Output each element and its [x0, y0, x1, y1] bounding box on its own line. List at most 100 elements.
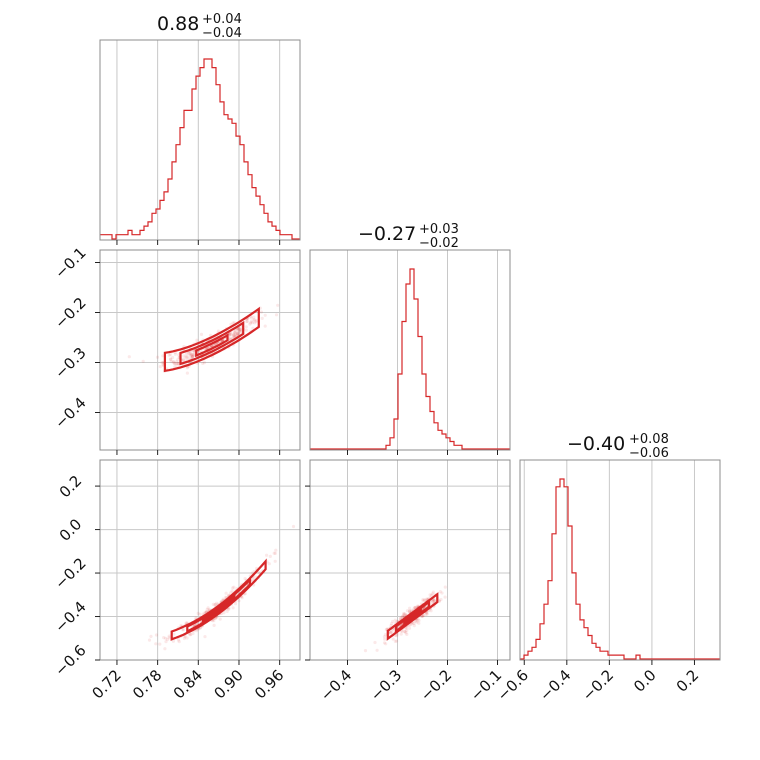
scatter-point — [154, 642, 158, 646]
scatter-point — [403, 629, 407, 634]
scatter-point — [149, 634, 153, 639]
scatter-point — [235, 333, 239, 337]
scatter-point — [252, 318, 257, 322]
scatter-point — [382, 635, 386, 639]
scatter-point — [429, 609, 433, 613]
scatter-point — [389, 623, 393, 628]
scatter-point — [412, 624, 416, 628]
scatter-point — [234, 602, 238, 606]
scatter-point — [176, 361, 180, 365]
title-plus-0: +0.04 — [202, 12, 242, 27]
title-median-1: −0.27 — [358, 223, 416, 245]
scatter-point — [273, 551, 277, 556]
y-tick-label: −0.6 — [51, 641, 89, 679]
scatter-point — [167, 353, 171, 357]
scatter-point — [154, 633, 159, 637]
contour-level-0 — [170, 558, 267, 641]
x-tick-label: −0.4 — [317, 666, 355, 704]
scatter-point — [400, 614, 404, 619]
scatter-point — [244, 325, 248, 329]
hist-panel-1 — [309, 249, 511, 451]
y-tick-label: −0.3 — [51, 344, 89, 382]
scatter-point — [229, 333, 233, 337]
scatter-point — [191, 354, 195, 358]
x-tick-label: −0.3 — [367, 666, 405, 704]
scatter-point — [207, 608, 211, 612]
scatter-point — [195, 338, 199, 342]
scatter-point — [172, 360, 176, 364]
scatter-point — [238, 329, 242, 333]
scatter-point — [430, 593, 434, 597]
scatter-point — [232, 585, 236, 589]
scatter-point — [413, 606, 417, 610]
scatter-point — [421, 597, 425, 602]
scatter-point — [244, 328, 248, 332]
scatter-point — [176, 358, 180, 362]
scatter-point — [184, 621, 188, 625]
scatter-point — [393, 639, 397, 644]
scatter-point — [198, 612, 202, 616]
scatter-point — [417, 618, 421, 623]
scatter-point — [237, 332, 241, 336]
scatter-point — [383, 637, 387, 641]
scatter-point — [229, 322, 233, 326]
scatter-point — [228, 332, 232, 336]
scatter-point — [192, 353, 196, 357]
scatter-point — [158, 642, 162, 646]
scatter-point — [413, 619, 417, 623]
scatter-point — [263, 324, 267, 328]
scatter-point — [272, 551, 276, 555]
contour-level-2 — [195, 333, 229, 358]
scatter-point — [407, 609, 412, 614]
scatter-point — [259, 310, 263, 314]
scatter-point — [265, 553, 269, 557]
scatter-point — [407, 610, 412, 614]
scatter-point — [230, 589, 234, 593]
scatter-point — [422, 613, 426, 618]
scatter-point — [203, 635, 207, 639]
scatter-point — [206, 346, 210, 350]
scatter-point — [236, 328, 240, 332]
scatter-panel-0-2 — [99, 459, 301, 661]
scatter-point — [185, 356, 189, 360]
scatter-point — [421, 614, 425, 618]
panels-layer: 0.72 0.78 0.84 0.90 0.96 −0.4 −0.3 −0.2 −0.1 −0.6… — [51, 39, 721, 705]
scatter-point — [248, 322, 252, 326]
scatter-point — [192, 353, 196, 357]
scatter-point — [395, 639, 399, 643]
scatter-point — [192, 349, 196, 353]
scatter-point — [375, 648, 379, 652]
scatter-point — [274, 548, 278, 552]
scatter-point — [206, 606, 210, 610]
scatter-point — [412, 621, 416, 626]
scatter-point — [190, 355, 194, 359]
scatter-point — [210, 344, 214, 348]
scatter-point — [384, 642, 388, 646]
scatter-point — [248, 321, 253, 325]
scatter-point — [188, 353, 192, 357]
scatter-point — [402, 612, 406, 617]
title-median-2: −0.40 — [567, 433, 625, 455]
hist-panel-0 — [99, 39, 301, 241]
scatter-point — [214, 601, 219, 605]
scatter-point — [155, 355, 160, 359]
scatter-point — [162, 636, 166, 640]
scatter-point — [235, 331, 239, 336]
scatter-point — [383, 633, 387, 637]
scatter-point — [245, 319, 249, 323]
scatter-point — [231, 321, 235, 325]
x-tick-label: 0.84 — [170, 666, 206, 702]
scatter-point — [167, 636, 171, 640]
y-tick-label: −0.2 — [51, 554, 89, 592]
scatter-point — [176, 638, 181, 642]
scatter-point — [190, 355, 195, 359]
scatter-point — [189, 353, 194, 357]
scatter-point — [400, 629, 404, 634]
scatter-point — [393, 618, 397, 622]
scatter-point — [164, 636, 168, 640]
scatter-point — [189, 353, 193, 357]
title-plus-1: +0.03 — [419, 222, 459, 237]
scatter-point — [389, 631, 393, 635]
scatter-point — [274, 313, 279, 317]
title-median-0: 0.88 — [157, 13, 199, 35]
